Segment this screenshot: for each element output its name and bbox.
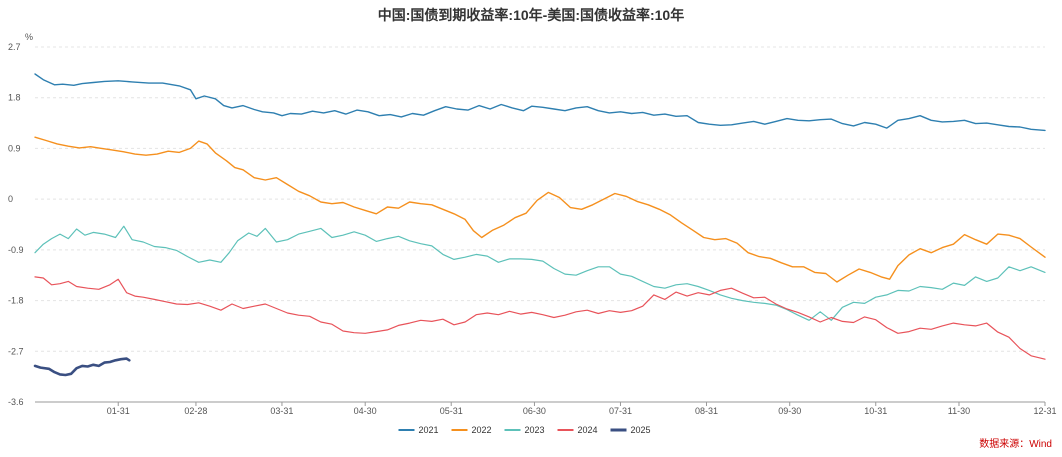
legend-label: 2022 (472, 425, 492, 435)
series-line-2022 (34, 136, 1046, 283)
y-tick-label: 0.9 (8, 143, 21, 153)
legend-label: 2023 (525, 425, 545, 435)
y-tick-label: 0 (8, 194, 13, 204)
legend-label: 2021 (419, 425, 439, 435)
y-axis-unit: % (25, 32, 33, 42)
data-source-note: 数据来源：Wind (979, 437, 1052, 450)
x-tick-label: 08-31 (695, 406, 718, 416)
chart-title: 中国:国债到期收益率:10年-美国:国债收益率:10年 (378, 7, 684, 23)
x-axis-ticks: 01-31 02-28 03-31 04-30 05-31 06-30 07-31 08-31… (35, 401, 1057, 416)
legend[interactable]: 2021 2022 2023 2024 2025 (398, 425, 651, 435)
x-tick-label: 04-30 (354, 406, 377, 416)
x-tick-label: 11-30 (948, 406, 970, 416)
y-tick-label: 2.7 (8, 42, 21, 52)
y-tick-label: -3.6 (8, 397, 24, 407)
series-lines (33, 73, 1046, 377)
x-tick-label: 09-30 (778, 406, 801, 416)
x-tick-label: 12-31 (1033, 406, 1056, 416)
y-tick-label: -2.7 (8, 346, 24, 356)
series-line-2025 (33, 357, 131, 377)
x-tick-label: 02-28 (184, 406, 207, 416)
series-line-2023 (34, 225, 1046, 321)
y-tick-label: -1.8 (8, 296, 24, 306)
series-line-2024 (34, 276, 1046, 360)
x-tick-label: 01-31 (107, 406, 130, 416)
series-line-2021 (34, 73, 1046, 132)
legend-item-2021[interactable]: 2021 (398, 425, 439, 435)
legend-label: 2025 (631, 425, 651, 435)
y-tick-label: 1.8 (8, 93, 21, 103)
legend-item-2024[interactable]: 2024 (557, 425, 598, 435)
x-tick-label: 03-31 (270, 406, 293, 416)
legend-item-2022[interactable]: 2022 (451, 425, 492, 435)
legend-item-2025[interactable]: 2025 (610, 425, 651, 435)
x-tick-label: 05-31 (440, 406, 463, 416)
legend-item-2023[interactable]: 2023 (504, 425, 545, 435)
legend-label: 2024 (578, 425, 598, 435)
x-tick-label: 06-30 (523, 406, 546, 416)
x-tick-label: 10-31 (864, 406, 887, 416)
x-tick-label: 07-31 (609, 406, 632, 416)
y-tick-label: -0.9 (8, 245, 24, 255)
grid-lines (35, 46, 1045, 403)
y-axis-ticks: 2.7 1.8 0.9 0 -0.9 -1.8 -2.7 -3.6 (8, 42, 24, 407)
